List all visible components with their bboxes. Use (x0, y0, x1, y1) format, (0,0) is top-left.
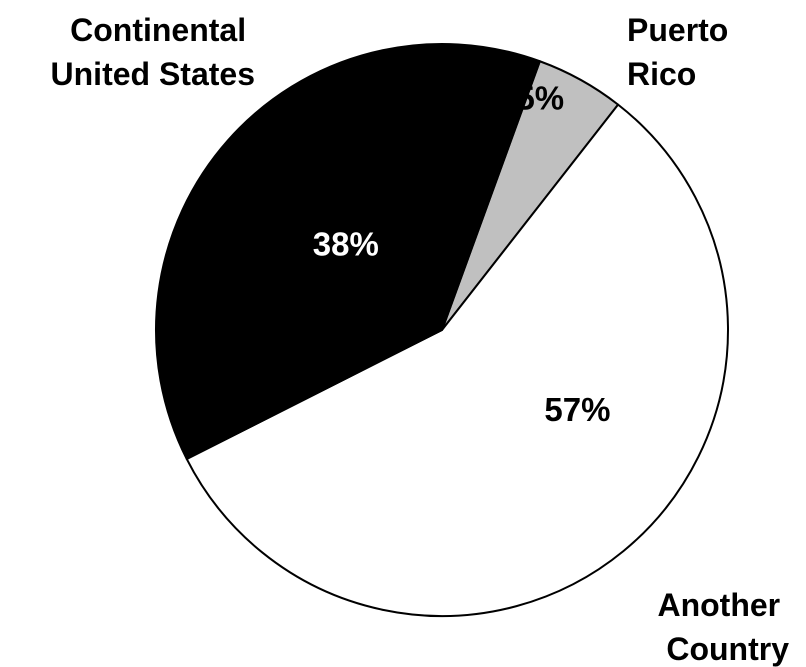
label-line: Continental (70, 12, 246, 48)
slice-percentage-label: 38% (313, 226, 379, 263)
slice-percentage-label: 57% (544, 391, 610, 428)
label-line: United States (51, 56, 255, 92)
percentage-labels: 5% 57% 38% (313, 79, 611, 428)
pie-slice (185, 103, 729, 617)
label-line: Country (666, 631, 789, 667)
slice-label-another-country: Another Country (657, 587, 789, 667)
slice-label-puerto-rico: Puerto Rico (627, 12, 737, 92)
pie-slice (155, 43, 541, 460)
label-line: Puerto (627, 12, 728, 48)
slice-label-continental-united-states: Continental United States (51, 12, 255, 92)
slice-percentage-label: 5% (516, 79, 564, 116)
label-line: Another (657, 587, 780, 623)
label-line: Rico (627, 56, 696, 92)
pie-slices (155, 43, 729, 617)
